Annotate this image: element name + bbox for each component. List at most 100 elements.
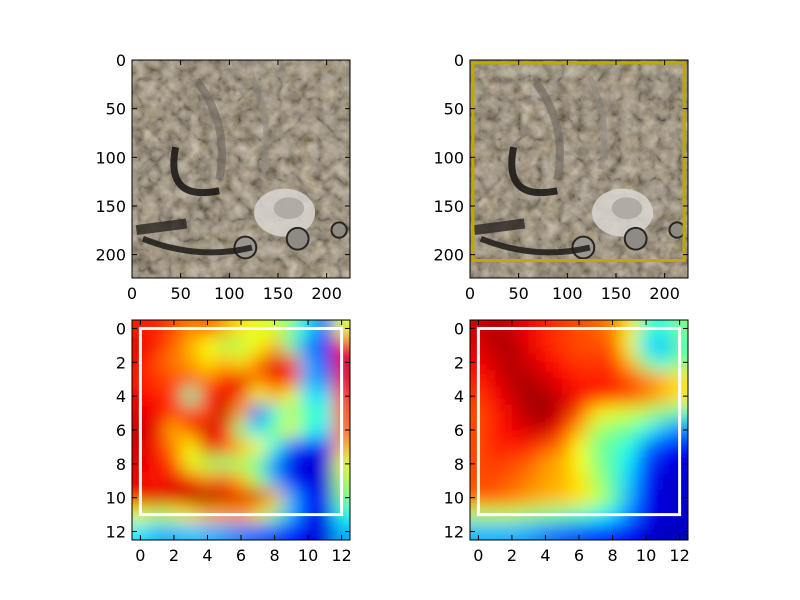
heatmap-cell — [604, 336, 622, 355]
heatmap-cell — [282, 438, 301, 456]
heatmap-cell — [503, 421, 521, 440]
heatmap-cell — [486, 421, 505, 440]
y-tick-label: 50 — [106, 100, 126, 119]
heatmap-cell — [503, 353, 521, 372]
heatmap-cell — [132, 523, 150, 540]
heatmap-cell — [282, 523, 301, 540]
heatmap-cell — [637, 336, 656, 355]
heatmap-cell — [604, 421, 622, 440]
heatmap-cell — [537, 489, 555, 507]
heatmap-cell — [215, 387, 234, 406]
heatmap-cell — [553, 353, 572, 372]
heatmap-cell — [486, 370, 505, 389]
heatmap-cell — [503, 370, 521, 389]
heatmap-cell — [282, 370, 301, 389]
heatmap-cell — [570, 489, 588, 507]
heatmap-cell — [620, 404, 639, 423]
heatmap-cell — [148, 455, 167, 473]
heatmap-cell — [148, 489, 167, 507]
y-tick-label: 150 — [433, 197, 464, 216]
heatmap-cell — [520, 387, 538, 406]
heatmap-cell — [199, 353, 217, 372]
heatmap-cell — [165, 455, 183, 473]
heatmap-cell — [182, 370, 200, 389]
heatmap-cell — [654, 523, 672, 540]
heatmap-cell — [604, 472, 622, 490]
heatmap-cell — [553, 421, 572, 440]
heatmap-cell — [215, 370, 234, 389]
heatmap-cell — [587, 421, 605, 440]
heatmap-cell — [299, 387, 318, 406]
heatmap-cell — [604, 523, 622, 540]
heatmap-cell — [148, 421, 167, 440]
y-tick-label: 12 — [106, 523, 126, 542]
heatmap-cell — [266, 370, 284, 389]
heatmap-cell — [182, 421, 200, 440]
heatmap-cell — [486, 336, 505, 355]
heatmap-cell — [620, 472, 639, 490]
heatmap-cell — [503, 404, 521, 423]
heatmap-cell — [316, 387, 334, 406]
y-tick-label: 10 — [106, 489, 126, 508]
heatmap-cell — [587, 438, 605, 456]
y-tick-label: 12 — [444, 523, 464, 542]
heatmap-cell — [553, 523, 572, 540]
y-tick-label: 6 — [116, 421, 126, 440]
heatmap-cell — [570, 421, 588, 440]
x-tick-label: 100 — [552, 284, 583, 303]
heatmap-cell — [266, 472, 284, 490]
heatmap-cell — [654, 472, 672, 490]
heatmap-cell — [316, 404, 334, 423]
heatmap-cell — [520, 370, 538, 389]
heatmap-cell — [316, 438, 334, 456]
heatmap-cell — [282, 387, 301, 406]
heatmap-cell — [520, 353, 538, 372]
heatmap-cell — [316, 336, 334, 355]
heatmap-cell — [148, 404, 167, 423]
heatmap-cell — [266, 438, 284, 456]
heatmap-cell — [654, 387, 672, 406]
heatmap-cell — [299, 370, 318, 389]
x-tick-label: 200 — [311, 284, 342, 303]
heatmap-cell — [570, 370, 588, 389]
heatmap-cell — [604, 370, 622, 389]
y-tick-label: 0 — [116, 51, 126, 70]
heatmap-cell — [165, 523, 183, 540]
heatmap-cell — [182, 438, 200, 456]
detection-box — [471, 61, 686, 262]
heatmap-cell — [232, 438, 250, 456]
heatmap-cell — [282, 489, 301, 507]
heatmap-cell — [553, 387, 572, 406]
heatmap-cell — [266, 523, 284, 540]
heatmap-cell — [249, 438, 267, 456]
heatmap-cell — [570, 404, 588, 423]
heatmap-cell — [316, 455, 334, 473]
heatmap-cell — [282, 404, 301, 423]
heatmap-cell — [232, 455, 250, 473]
heatmap-cell — [148, 353, 167, 372]
heatmap-cell — [299, 455, 318, 473]
y-tick-label: 50 — [444, 100, 464, 119]
y-tick-label: 6 — [454, 421, 464, 440]
heatmap-cell — [637, 353, 656, 372]
heatmap-cell — [249, 523, 267, 540]
heatmap-cell — [232, 353, 250, 372]
axes-frame — [469, 59, 689, 279]
heatmap-cell — [316, 353, 334, 372]
heatmap-cell — [148, 387, 167, 406]
heatmap-box — [138, 326, 344, 517]
heatmap-cell — [165, 336, 183, 355]
y-tick-label: 200 — [95, 246, 126, 265]
heatmap-cell — [620, 370, 639, 389]
x-tick-label: 10 — [636, 546, 656, 565]
heatmap-cell — [182, 455, 200, 473]
heatmap-cell — [486, 387, 505, 406]
y-tick-label: 10 — [444, 489, 464, 508]
engine-photo — [132, 60, 350, 278]
heatmap-cell — [654, 404, 672, 423]
heatmap-cell — [199, 370, 217, 389]
y-tick-label: 200 — [433, 246, 464, 265]
heatmap-cell — [266, 455, 284, 473]
heatmap-cell — [182, 336, 200, 355]
